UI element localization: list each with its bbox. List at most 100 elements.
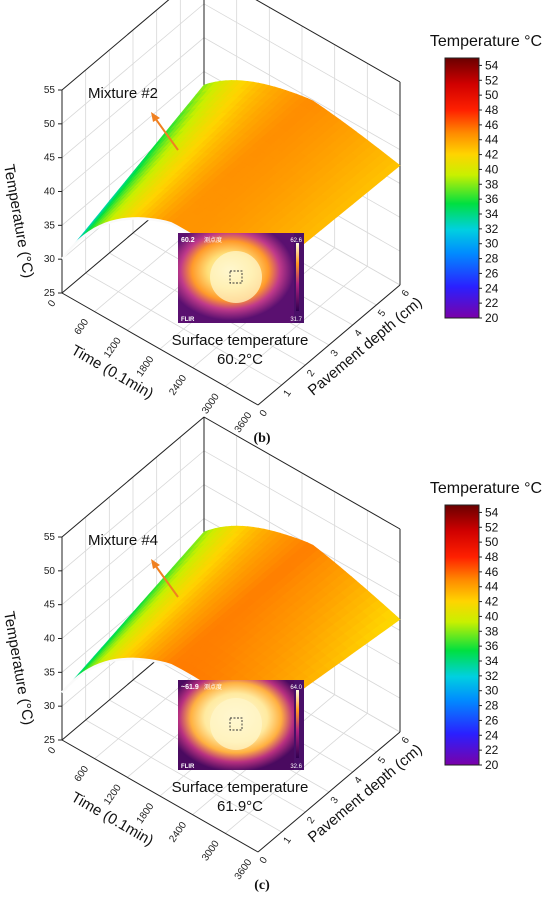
colorbar-tick-label: 42 bbox=[485, 595, 499, 609]
colorbar-tick-label: 44 bbox=[485, 580, 499, 594]
thermal-max: 64.0 bbox=[290, 685, 302, 691]
colorbar-tick-label: 36 bbox=[485, 192, 499, 206]
colorbar-tick-label: 48 bbox=[485, 103, 499, 117]
x-tick-label: 2400 bbox=[167, 820, 189, 845]
y-tick-label: 0 bbox=[258, 408, 270, 419]
inset-caption-line2: 61.9°C bbox=[217, 798, 263, 815]
thermal-inset: ~61.9 测点度 64.0 32.6 FLIR bbox=[178, 680, 304, 770]
x-tick-label: 1800 bbox=[135, 801, 157, 826]
z-tick-label: 30 bbox=[44, 254, 56, 265]
colorbar-tick-label: 34 bbox=[485, 207, 499, 221]
flir-logo: FLIR bbox=[181, 317, 195, 323]
colorbar-tick-label: 52 bbox=[485, 73, 499, 87]
axis-edge bbox=[61, 0, 170, 91]
grid-line bbox=[85, 719, 282, 833]
annotation-arrow bbox=[154, 564, 179, 598]
colorbar-tick-label: 22 bbox=[485, 743, 499, 757]
axis-edge bbox=[203, 416, 401, 530]
hot-spot bbox=[210, 251, 262, 303]
z-tick-label: 55 bbox=[44, 85, 56, 96]
x-tick-label: 1800 bbox=[135, 354, 157, 379]
y-axis-label: Pavement depth (cm) bbox=[305, 294, 426, 399]
y-tick-label: 5 bbox=[376, 308, 388, 319]
colorbar-tick-label: 34 bbox=[485, 654, 499, 668]
colorbar-tick-label: 32 bbox=[485, 222, 499, 236]
z-tick-label: 55 bbox=[44, 532, 56, 543]
x-tick-label: 3600 bbox=[233, 857, 255, 882]
colorbar bbox=[444, 57, 480, 319]
x-tick-label: 0 bbox=[46, 298, 58, 309]
colorbar-tick-label: 24 bbox=[485, 281, 499, 295]
y-axis-label: Pavement depth (cm) bbox=[305, 741, 426, 846]
surface bbox=[61, 80, 401, 283]
z-axis-label: Temperature (°C) bbox=[0, 610, 37, 726]
colorbar-tick-label: 50 bbox=[485, 535, 499, 549]
z-tick-label: 25 bbox=[44, 288, 56, 299]
z-axis-label: Temperature (°C) bbox=[0, 163, 37, 279]
y-tick-label: 4 bbox=[353, 328, 365, 339]
thermal-inset: 60.2 测点度 62.6 31.7 FLIR bbox=[178, 233, 304, 323]
x-tick-label: 0 bbox=[46, 745, 58, 756]
y-tick-label: 1 bbox=[282, 835, 294, 846]
colorbar-tick-label: 20 bbox=[485, 311, 499, 325]
z-tick-label: 35 bbox=[44, 667, 56, 678]
z-tick-label: 35 bbox=[44, 220, 56, 231]
z-ticks: 25 30 35 40 45 50 55 bbox=[44, 85, 62, 299]
thermal-readout: ~61.9 bbox=[181, 684, 199, 691]
colorbar-tick-label: 26 bbox=[485, 713, 499, 727]
arrow-head bbox=[151, 559, 160, 569]
hot-spot bbox=[210, 698, 262, 750]
axis-edge bbox=[257, 284, 401, 406]
thermal-scale-bar bbox=[296, 690, 299, 758]
thermal-min: 32.6 bbox=[290, 764, 302, 770]
colorbar-tick-label: 38 bbox=[485, 624, 499, 638]
thermal-mode: 测点度 bbox=[204, 236, 222, 244]
colorbar-tick-label: 42 bbox=[485, 148, 499, 162]
x-tick-label: 600 bbox=[73, 317, 92, 337]
colorbar-tick-label: 40 bbox=[485, 609, 499, 623]
colorbar-title: Temperature °C bbox=[430, 33, 542, 50]
y-tick-label: 6 bbox=[400, 288, 412, 299]
inset-caption-line2: 60.2°C bbox=[217, 351, 263, 368]
z-tick-label: 45 bbox=[44, 153, 56, 164]
colorbar-tick-label: 36 bbox=[485, 639, 499, 653]
x-tick-label: 3000 bbox=[200, 391, 222, 416]
axis-edge bbox=[61, 416, 205, 538]
colorbar-tick-label: 46 bbox=[485, 118, 499, 132]
thermal-mode: 测点度 bbox=[204, 683, 222, 691]
colorbar-tick-label: 30 bbox=[485, 684, 499, 698]
thermal-scale-bar bbox=[296, 243, 299, 311]
axis-edge bbox=[61, 292, 259, 406]
y-tick-label: 3 bbox=[329, 795, 341, 806]
axis-edge bbox=[255, 0, 401, 83]
arrow-head bbox=[151, 112, 160, 122]
z-tick-label: 50 bbox=[44, 566, 56, 577]
colorbar-tick-label: 30 bbox=[485, 237, 499, 251]
y-tick-label: 5 bbox=[376, 755, 388, 766]
z-tick-label: 40 bbox=[44, 187, 56, 198]
colorbar-tick-label: 24 bbox=[485, 728, 499, 742]
y-tick-label: 4 bbox=[353, 775, 365, 786]
z-tick-label: 40 bbox=[44, 634, 56, 645]
y-tick-label: 1 bbox=[282, 388, 294, 399]
colorbar-tick-label: 28 bbox=[485, 699, 499, 713]
y-tick-label: 0 bbox=[258, 855, 270, 866]
z-tick-label: 25 bbox=[44, 735, 56, 746]
x-tick-label: 3600 bbox=[233, 410, 255, 435]
colorbar-tick-label: 32 bbox=[485, 669, 499, 683]
panel-label: (b) bbox=[253, 431, 270, 446]
axis-edge bbox=[61, 739, 259, 853]
y-tick-label: 6 bbox=[400, 735, 412, 746]
colorbar-tick-label: 46 bbox=[485, 565, 499, 579]
colorbar-tick-label: 26 bbox=[485, 266, 499, 280]
y-ticks: 0 12 3 45 6 bbox=[258, 735, 412, 866]
mixture-annotation: Mixture #4 bbox=[88, 532, 158, 549]
colorbar-tick-label: 40 bbox=[485, 162, 499, 176]
colorbar-tick-label: 44 bbox=[485, 133, 499, 147]
grid-line bbox=[85, 272, 282, 386]
colorbar-tick-label: 54 bbox=[485, 58, 499, 72]
mixture-annotation: Mixture #2 bbox=[88, 85, 158, 102]
y-ticks: 0 12 3 45 6 bbox=[258, 288, 412, 419]
